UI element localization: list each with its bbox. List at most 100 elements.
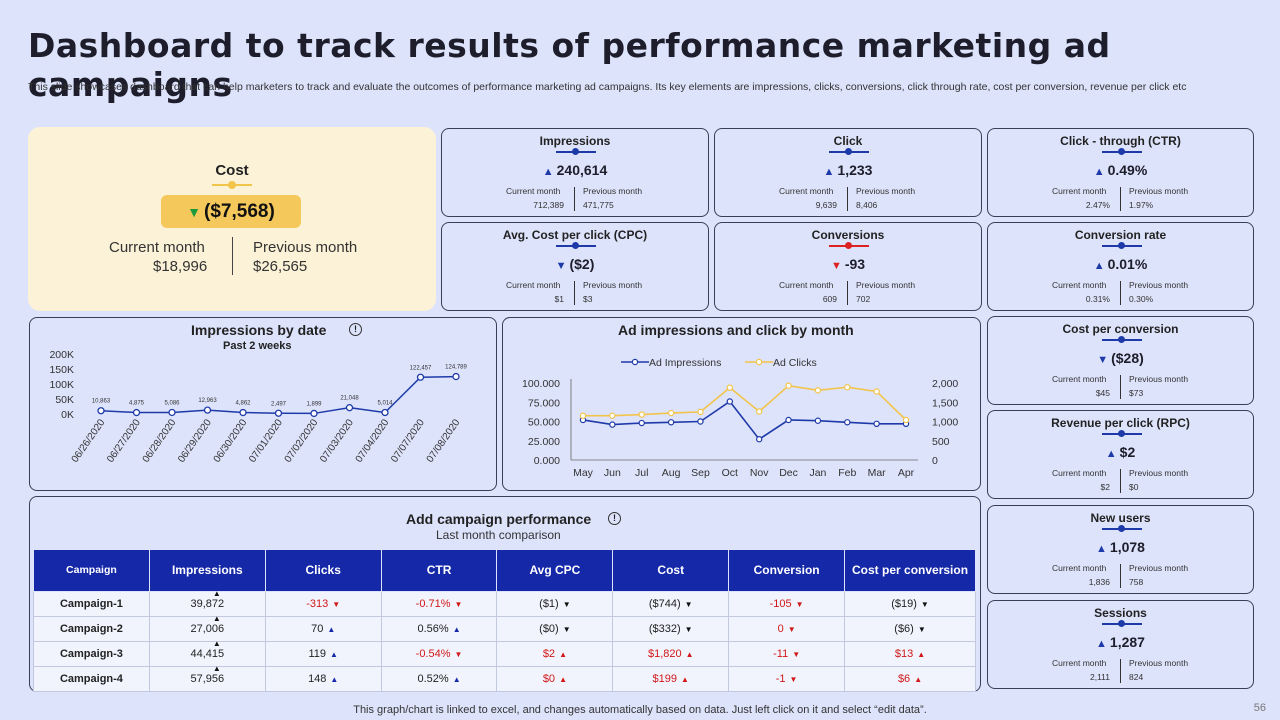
info-icon[interactable]: ! <box>608 512 621 525</box>
kpi-value: ▼ -93 <box>715 256 981 272</box>
up-arrow-icon: ▲ <box>212 589 221 598</box>
kpi-divider <box>1120 659 1121 683</box>
impressions-line-chart: 0K 50K 100K 150K 200K 10,863 4,875 5,086 12,963 4… <box>49 349 467 465</box>
cell-value: -1 <box>775 673 786 685</box>
cell-value: 119 <box>308 648 327 660</box>
kpi-current-label: Current month <box>506 280 561 290</box>
x-tick-label: 06/26/2020 <box>70 417 108 465</box>
x-tick-label: Apr <box>898 467 915 479</box>
cell-value: 57,956 <box>190 673 225 685</box>
cost-title: Cost <box>215 162 249 179</box>
kpi-value-text: 0.01% <box>1107 256 1148 272</box>
kpi-current-value: $2 <box>1100 482 1110 492</box>
kpi-value-text: 1,287 <box>1109 634 1145 650</box>
data-label: 10,863 <box>92 399 111 405</box>
kpi-current-value: $1 <box>554 294 564 304</box>
kpi-value-text: -93 <box>844 256 866 272</box>
cell-cpc-conv: $13 ▲ <box>844 641 976 667</box>
kpi-value-text: 1,078 <box>1109 539 1145 555</box>
cell-ctr: 0.56% ▲ <box>380 616 498 642</box>
cell-value: -0.54% <box>415 648 451 660</box>
cell-cost: $1,820 ▲ <box>612 641 730 667</box>
campaign-name: Campaign-3 <box>33 641 150 667</box>
kpi-value: ▲ 0.01% <box>988 256 1253 272</box>
kpi-value-text: ($28) <box>1111 350 1144 366</box>
kpi-card-avg-cost-per-click-cpc: Avg. Cost per click (CPC) ▼ ($2) Current … <box>441 222 709 311</box>
up-triangle-icon: ▲ <box>823 166 835 178</box>
data-point <box>814 417 822 424</box>
cell-value: 39,872 <box>190 598 225 610</box>
kpi-value-text: 240,614 <box>556 162 608 178</box>
cell-value: ($6) <box>894 623 914 635</box>
kpi-previous-label: Previous month <box>1129 374 1189 384</box>
data-point <box>873 388 880 395</box>
data-point <box>667 409 675 417</box>
series-line-ad-impressions <box>582 400 906 441</box>
kpi-marker-dot <box>1117 525 1125 532</box>
kpi-current-value: 0.31% <box>1085 294 1110 304</box>
kpi-previous-value: 1.97% <box>1129 200 1154 210</box>
data-label: 1,899 <box>306 401 322 407</box>
kpi-title: Cost per conversion <box>1062 322 1179 336</box>
kpi-divider <box>1120 281 1121 305</box>
kpi-card-sessions: Sessions ▲ 1,287 Current month 2,111 Prev… <box>987 600 1254 689</box>
kpi-previous-value: 8,406 <box>856 200 878 210</box>
data-point <box>638 419 645 427</box>
kpi-current-label: Current month <box>779 280 834 290</box>
cell-value: $13 <box>894 648 914 660</box>
x-tick-label: Feb <box>838 467 856 479</box>
data-label: 21,048 <box>340 396 359 402</box>
kpi-previous-label: Previous month <box>856 186 916 196</box>
data-label: 5,014 <box>377 400 393 406</box>
left-y-tick-label: 25.000 <box>528 436 560 448</box>
down-arrow-icon: ▼ <box>684 625 693 634</box>
cell-ctr: -0.71% ▼ <box>380 591 498 617</box>
cell-impressions: 57,956 ▲ <box>148 664 266 692</box>
cell-cpc: $0 ▲ <box>496 666 614 692</box>
info-icon[interactable]: ! <box>349 323 362 336</box>
kpi-card-conversion-rate: Conversion rate ▲ 0.01% Current month 0.3… <box>987 222 1254 311</box>
cell-cpc: ($1) ▼ <box>496 591 614 617</box>
down-arrow-icon: ▼ <box>787 625 796 634</box>
up-triangle-icon: ▲ <box>1093 260 1105 272</box>
data-point <box>844 384 851 391</box>
kpi-divider <box>1120 564 1121 588</box>
cell-value: -313 <box>306 598 329 610</box>
cell-value: $2 <box>542 648 556 660</box>
x-tick-label: Oct <box>722 467 738 479</box>
up-arrow-icon: ▲ <box>330 650 338 659</box>
kpi-marker-dot <box>1117 242 1125 249</box>
kpi-card-click-through-ctr: Click - through (CTR) ▲ 0.49% Current mon… <box>987 128 1254 217</box>
series-line-ad-clicks <box>583 384 907 421</box>
campaign-name: Campaign-1 <box>33 591 150 617</box>
up-arrow-icon: ▲ <box>330 675 339 684</box>
kpi-card-conversions: Conversions ▼ -93 Current month 609 Previ… <box>714 222 982 311</box>
kpi-divider <box>574 187 575 211</box>
cell-cost: $199 ▲ <box>612 666 730 692</box>
kpi-title: Conversion rate <box>1074 228 1167 242</box>
right-y-tick-label: 2,000 <box>932 378 958 390</box>
cell-conversion: -11 ▼ <box>728 641 846 667</box>
campaign-name: Campaign-4 <box>33 666 150 692</box>
data-point <box>381 408 389 417</box>
table-header-row: Campaign Impressions Clicks CTR Avg CPC … <box>33 549 976 592</box>
kpi-marker-dot <box>1117 148 1125 155</box>
data-label: 12,963 <box>198 398 217 404</box>
y-tick-label: 200K <box>49 349 74 361</box>
kpi-previous-value: 824 <box>1129 672 1144 682</box>
data-label: 4,875 <box>129 401 145 407</box>
kpi-marker-dot <box>572 148 579 155</box>
cell-value: 0.52% <box>417 673 449 685</box>
kpi-current-value: 9,639 <box>815 200 837 210</box>
ad-impressions-clicks-card: Ad impressions and click by month 0.000 2… <box>502 317 981 491</box>
data-point <box>132 408 141 417</box>
down-arrow-icon: ▼ <box>332 600 341 609</box>
kpi-previous-label: Previous month <box>1129 563 1189 573</box>
up-arrow-icon: ▲ <box>559 675 567 684</box>
cell-value: $199 <box>652 673 678 685</box>
kpi-value: ▲ 240,614 <box>442 162 708 178</box>
header-ctr: CTR <box>380 549 498 592</box>
kpi-divider <box>574 281 575 305</box>
y-tick-label: 0K <box>61 409 74 421</box>
cost-previous: Previous month $26,565 <box>253 239 357 275</box>
